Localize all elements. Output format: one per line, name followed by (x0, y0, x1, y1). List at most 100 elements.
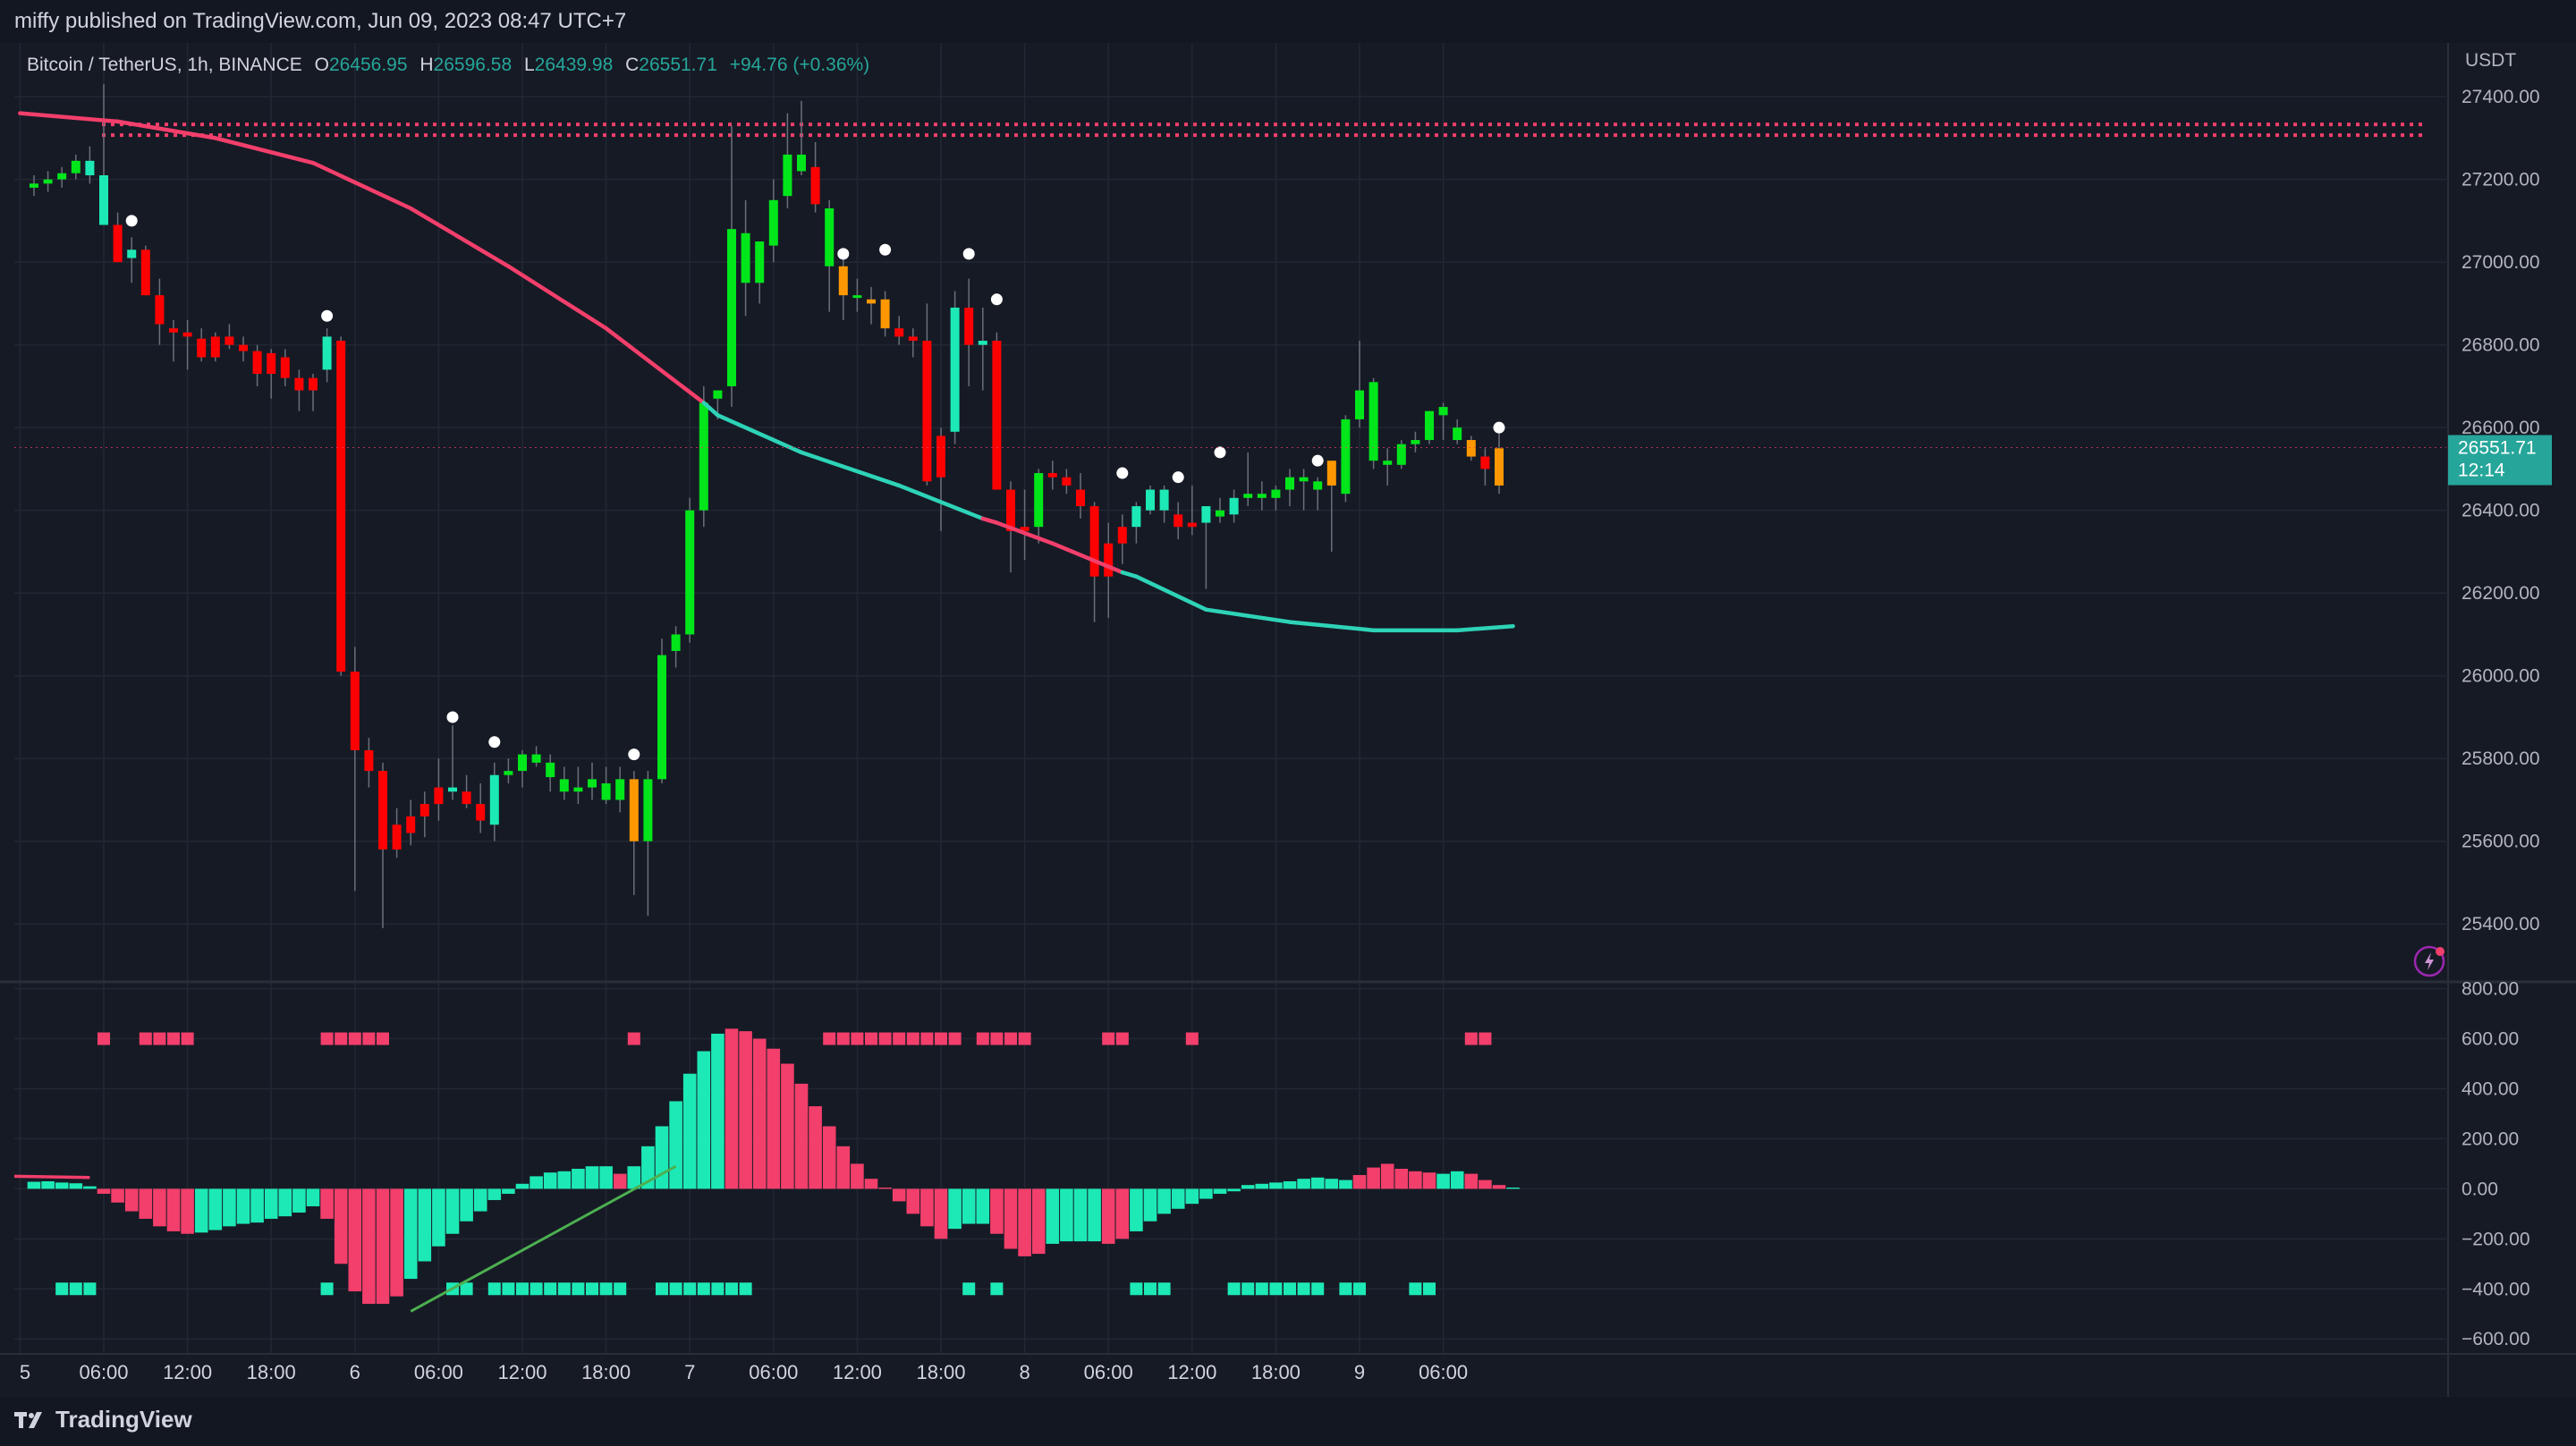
candle-body (1062, 477, 1072, 486)
histogram-bar (1339, 1180, 1352, 1189)
candle-body (880, 299, 890, 329)
histogram-bar (1450, 1171, 1464, 1189)
histogram-bar (97, 1188, 111, 1194)
lightning-icon-bolt (2425, 952, 2434, 970)
candle-body (559, 779, 569, 792)
candle-body (252, 351, 262, 375)
candle-body (1438, 407, 1448, 416)
candle-body (908, 336, 918, 342)
candle-body (992, 341, 1002, 490)
candle-body (309, 377, 318, 391)
histogram-bar (432, 1188, 445, 1247)
candle-body (1047, 473, 1057, 478)
top-marker (320, 1032, 334, 1045)
bottom-marker (1255, 1282, 1268, 1296)
grid-lines (14, 43, 2446, 1354)
candle-body (1480, 456, 1490, 469)
lightning-icon[interactable] (2413, 945, 2445, 977)
histogram-bar (1241, 1185, 1255, 1189)
axes-layer: 27400.00 27200.00 27000.00 26800.00 26600.00… (20, 87, 2540, 1383)
chart-svg[interactable]: 27400.00 27200.00 27000.00 26800.00 26600.00… (0, 43, 2576, 1397)
histogram-bar (1227, 1188, 1241, 1192)
high-label: H (419, 55, 433, 75)
bottom-marker (1423, 1282, 1436, 1296)
candles-layer (30, 84, 1504, 928)
top-marker (1479, 1032, 1492, 1045)
histogram-bar (948, 1188, 962, 1230)
histogram-bar (794, 1083, 809, 1189)
histogram-bar (572, 1169, 585, 1189)
candle-body (783, 154, 792, 197)
histogram-bar (320, 1188, 334, 1219)
chart-container[interactable]: 27400.00 27200.00 27000.00 26800.00 26600.00… (0, 43, 2576, 1397)
footer-bar: TradingView (0, 1397, 2576, 1446)
time-tick-label: 06:00 (749, 1361, 798, 1383)
histogram-bar (1130, 1188, 1143, 1231)
bottom-marker (1227, 1282, 1241, 1296)
histogram-bar (990, 1188, 1004, 1234)
bottom-marker (487, 1282, 501, 1296)
candle-body (1076, 489, 1085, 507)
histogram-bar (473, 1188, 487, 1212)
histogram-bar (334, 1188, 348, 1264)
histogram-bar (69, 1183, 83, 1189)
ma-segment (310, 160, 413, 211)
histogram-bar (153, 1188, 166, 1227)
top-marker (878, 1032, 892, 1045)
osc-tick-label: −200.00 (2462, 1229, 2530, 1249)
top-marker (1102, 1032, 1115, 1045)
time-tick-label: 18:00 (247, 1361, 296, 1383)
bottom-marker (1130, 1282, 1143, 1296)
resistance-line (102, 123, 2426, 138)
histogram-bar (1088, 1188, 1101, 1242)
histogram-bar (1046, 1188, 1060, 1244)
top-marker (335, 1032, 348, 1045)
last-price-value: 26551.71 (2458, 438, 2537, 459)
histogram-bar (390, 1188, 403, 1297)
top-marker (139, 1032, 152, 1045)
candle-body (1383, 461, 1393, 465)
osc-tick-label: 200.00 (2462, 1129, 2519, 1149)
histogram-bar (306, 1188, 320, 1206)
histogram-bar (1352, 1174, 1367, 1189)
candle-body (350, 672, 360, 750)
candle-body (1313, 481, 1323, 490)
bottom-marker (55, 1282, 69, 1296)
signal-dot (488, 736, 501, 748)
candle-body (1104, 543, 1114, 577)
candle-body (573, 787, 583, 792)
histogram-bar (767, 1048, 781, 1189)
histogram-bar (292, 1188, 306, 1213)
top-marker (948, 1032, 962, 1045)
histogram-bar (1073, 1188, 1088, 1242)
bottom-marker (544, 1282, 557, 1296)
histogram-bar (1436, 1173, 1450, 1189)
time-tick-label: 12:00 (833, 1361, 882, 1383)
candle-body (657, 655, 666, 780)
candle-body (85, 160, 95, 176)
candle-body (1174, 514, 1183, 528)
countdown: 12:14 (2458, 461, 2505, 481)
top-marker (377, 1032, 389, 1045)
tradingview-logo[interactable]: TradingView (14, 1406, 192, 1433)
candle-body (489, 774, 499, 825)
time-tick-label: 18:00 (1251, 1361, 1301, 1383)
bottom-marker (1157, 1282, 1171, 1296)
time-tick-label: 9 (1354, 1361, 1365, 1383)
candle-body (1216, 510, 1224, 517)
tradingview-logo-icon (14, 1411, 42, 1428)
top-marker (1018, 1032, 1031, 1045)
candle-body (922, 341, 932, 482)
histogram-bar (111, 1188, 124, 1203)
bottom-marker (1241, 1282, 1255, 1296)
candle-body (182, 332, 192, 337)
candle-body (852, 295, 862, 299)
candle-body (1006, 489, 1015, 531)
candle-body (1341, 419, 1351, 495)
moving-average-line (18, 111, 1515, 633)
candle-body (1243, 494, 1253, 498)
osc-tick-label: −600.00 (2462, 1329, 2530, 1349)
candle-body (699, 402, 708, 511)
top-marker (348, 1032, 361, 1045)
bottom-marker (1339, 1282, 1352, 1296)
